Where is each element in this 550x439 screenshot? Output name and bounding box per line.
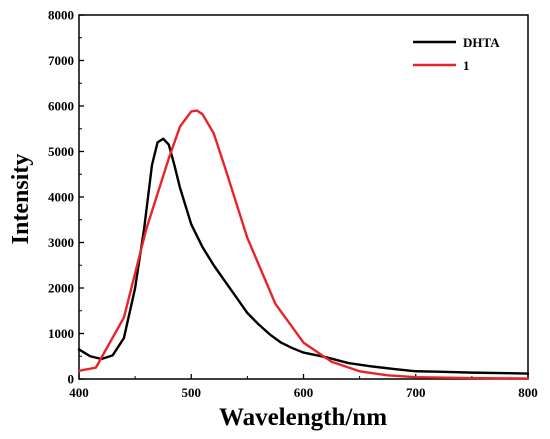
series-line-0 bbox=[77, 137, 530, 375]
plot-frame bbox=[78, 14, 529, 380]
legend-label: 1 bbox=[463, 58, 470, 73]
y-tick-label: 5000 bbox=[48, 144, 74, 159]
x-tick-label: 500 bbox=[182, 385, 202, 400]
y-tick-label: 7000 bbox=[48, 53, 74, 68]
y-tick-label: 1000 bbox=[48, 326, 74, 341]
legend-label: DHTA bbox=[463, 35, 500, 50]
y-tick-label: 3000 bbox=[48, 235, 74, 250]
y-tick-label: 4000 bbox=[48, 190, 74, 205]
series-line-1 bbox=[77, 109, 530, 380]
x-tick-label: 700 bbox=[406, 385, 426, 400]
x-tick-label: 400 bbox=[69, 385, 89, 400]
x-axis-title: Wavelength/nm bbox=[219, 404, 387, 431]
y-tick-label: 8000 bbox=[48, 8, 74, 23]
legend: DHTA 1 bbox=[413, 35, 500, 73]
x-tick-label: 800 bbox=[518, 385, 538, 400]
x-tick-label: 600 bbox=[294, 385, 314, 400]
y-tick-label: 2000 bbox=[48, 281, 74, 296]
y-tick-label: 6000 bbox=[48, 99, 74, 114]
y-axis-title: Intensity bbox=[8, 154, 34, 245]
y-tick-label: 0 bbox=[68, 372, 75, 387]
